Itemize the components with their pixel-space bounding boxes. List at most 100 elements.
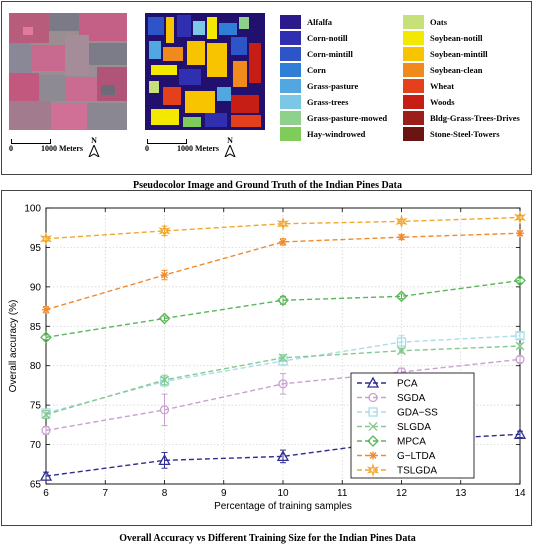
class-swatch bbox=[280, 47, 301, 61]
data-point bbox=[159, 405, 170, 415]
x-tick-label: 6 bbox=[43, 488, 49, 499]
ground-truth-map-graphic bbox=[145, 13, 265, 130]
accuracy-chart-panel: 6 7 8 9 10 11 12 13 14 65 70 75 80 85 90 95 100 Percentag… bbox=[1, 190, 532, 526]
class-swatch bbox=[403, 111, 424, 125]
data-point bbox=[158, 223, 171, 238]
class-label: Corn-mintill bbox=[307, 49, 353, 59]
class-label: Stone-Steel-Towers bbox=[430, 129, 500, 139]
legend-label: GDA−SS bbox=[397, 408, 438, 419]
data-point bbox=[397, 233, 406, 242]
y-tick-label: 75 bbox=[30, 401, 42, 412]
y-tick-label: 100 bbox=[24, 204, 41, 215]
data-point bbox=[514, 274, 526, 287]
data-point bbox=[516, 229, 524, 238]
x-tick-label: 9 bbox=[221, 488, 227, 499]
x-tick-label: 12 bbox=[396, 488, 408, 499]
north-label: N bbox=[227, 136, 233, 145]
legend-marker bbox=[366, 462, 380, 478]
data-point bbox=[513, 427, 527, 439]
data-point bbox=[395, 290, 408, 303]
class-swatch bbox=[403, 15, 424, 29]
x-tick-label: 7 bbox=[102, 488, 108, 499]
class-label: Woods bbox=[430, 97, 455, 107]
y-tick-label: 90 bbox=[30, 282, 42, 293]
data-point bbox=[278, 353, 288, 363]
data-point bbox=[40, 331, 52, 344]
legend-label: SGDA bbox=[397, 393, 426, 404]
class-swatch bbox=[280, 79, 301, 93]
bottom-caption: Overall Accuracy vs Different Training S… bbox=[119, 533, 416, 544]
data-point bbox=[41, 425, 51, 436]
x-tick-label: 11 bbox=[337, 488, 348, 499]
legend-marker bbox=[367, 435, 379, 447]
legend-label: SLGDA bbox=[397, 422, 431, 433]
class-swatch bbox=[403, 79, 424, 93]
scalebar-label: 1000 Meters bbox=[41, 144, 83, 153]
ground-truth-panel: 0 1000 Meters N bbox=[1, 1, 532, 175]
class-swatch bbox=[403, 127, 424, 141]
class-label: Hay-windrowed bbox=[307, 129, 366, 139]
legend-marker bbox=[366, 376, 380, 388]
data-point bbox=[39, 469, 53, 481]
class-swatch bbox=[280, 31, 301, 45]
data-point bbox=[276, 216, 290, 231]
class-label: Soybean-clean bbox=[430, 65, 483, 75]
scalebar-zero: 0 bbox=[145, 144, 149, 153]
accuracy-chart: 6 7 8 9 10 11 12 13 14 65 70 75 80 85 90 95 100 Percentag… bbox=[8, 204, 527, 512]
data-point bbox=[278, 379, 288, 389]
data-point bbox=[515, 341, 525, 351]
data-point bbox=[160, 375, 169, 385]
north-label: N bbox=[91, 136, 97, 145]
y-axis-label: Overall accuracy (%) bbox=[8, 300, 19, 393]
class-swatch bbox=[403, 95, 424, 109]
legend-label: TSLGDA bbox=[397, 466, 437, 477]
x-tick-label: 8 bbox=[162, 488, 168, 499]
class-label: Alfalfa bbox=[307, 17, 333, 27]
class-label: Grass-pasture-mowed bbox=[307, 113, 388, 123]
x-tick-label: 10 bbox=[277, 488, 289, 499]
series-line bbox=[45, 232, 521, 311]
class-swatch bbox=[403, 63, 424, 77]
x-tick-label: 14 bbox=[514, 488, 526, 499]
class-label: Corn bbox=[307, 65, 326, 75]
pseudocolor-image bbox=[9, 13, 127, 135]
class-label: Wheat bbox=[430, 81, 455, 91]
scalebar-label: 1000 Meters bbox=[177, 144, 219, 153]
data-point bbox=[276, 450, 290, 462]
legend-label: G−LTDA bbox=[397, 451, 436, 462]
data-point bbox=[279, 237, 287, 246]
y-tick-label: 80 bbox=[30, 361, 42, 372]
class-label: Soybean-notill bbox=[430, 33, 483, 43]
data-point bbox=[396, 337, 407, 347]
class-swatch bbox=[403, 47, 424, 61]
class-swatch bbox=[280, 15, 301, 29]
ground-truth-map bbox=[145, 13, 265, 135]
data-point bbox=[395, 214, 408, 229]
class-label: Corn-notill bbox=[307, 33, 348, 43]
north-arrow-right: N bbox=[223, 136, 237, 159]
class-swatch bbox=[280, 127, 301, 141]
class-label: Bldg-Grass-Trees-Drives bbox=[430, 113, 520, 123]
data-point bbox=[160, 271, 169, 280]
scalebar-zero: 0 bbox=[9, 144, 13, 153]
class-legend: Alfalfa Corn-notill Corn-mintill Corn Grass-… bbox=[280, 15, 530, 145]
class-swatch bbox=[280, 63, 301, 77]
series-line bbox=[45, 279, 521, 339]
class-swatch bbox=[280, 95, 301, 109]
legend-label: PCA bbox=[397, 379, 418, 390]
data-point bbox=[515, 354, 525, 365]
legend-marker bbox=[369, 451, 377, 460]
data-point bbox=[397, 346, 406, 356]
y-tick-label: 70 bbox=[30, 440, 42, 451]
series-line bbox=[45, 216, 521, 240]
data-point bbox=[158, 312, 171, 325]
north-arrow-left: N bbox=[87, 136, 101, 159]
y-tick-label: 85 bbox=[30, 322, 42, 333]
legend-label: MPCA bbox=[397, 437, 426, 448]
data-point bbox=[277, 294, 289, 307]
class-label: Soybean-mintill bbox=[430, 49, 488, 59]
north-arrow-icon bbox=[87, 143, 101, 159]
data-point bbox=[513, 210, 527, 225]
y-tick-label: 95 bbox=[30, 243, 42, 254]
y-tick-label: 65 bbox=[30, 480, 42, 491]
